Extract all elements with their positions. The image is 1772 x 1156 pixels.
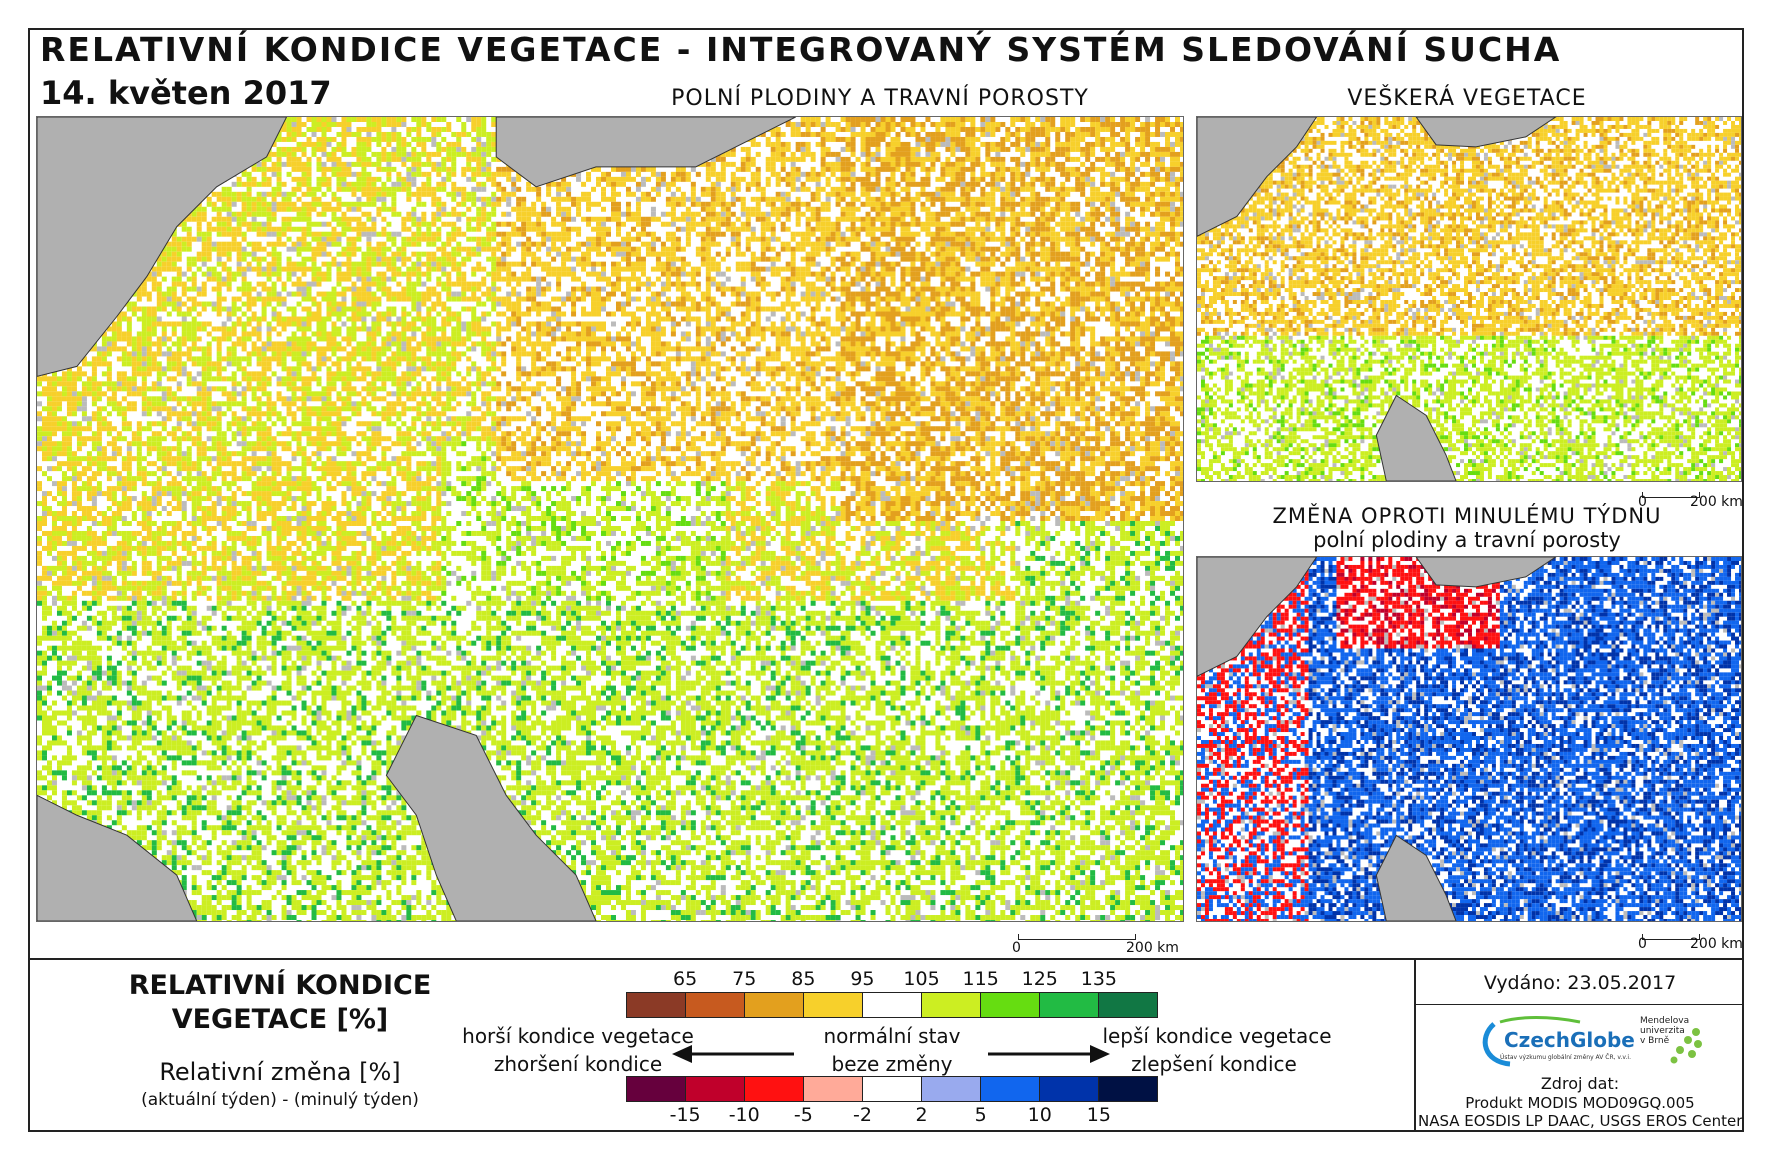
change-tick: -15 xyxy=(670,1104,701,1126)
change-tick-labels: -15 -10 -5 -2 2 5 10 15 xyxy=(626,1104,1158,1128)
change-tick: 15 xyxy=(1087,1104,1111,1126)
main-map-canvas xyxy=(37,117,1183,921)
page-title: RELATIVNÍ KONDICE VEGETACE - INTEGROVANÝ… xyxy=(40,30,1561,69)
all-vegetation-scale: 0 200 km xyxy=(1636,488,1746,510)
improvement-label: zlepšení kondice xyxy=(1114,1052,1314,1076)
scale-end: 200 km xyxy=(1690,494,1743,510)
condition-tick: 95 xyxy=(850,968,874,990)
change-tick: -2 xyxy=(853,1104,872,1126)
czechglobe-logo-subtext: Ústav výzkumu globální změny AV ČR, v.v.… xyxy=(1500,1054,1631,1061)
scale-end: 200 km xyxy=(1126,940,1179,956)
change-map-subtitle: polní plodiny a travní porosty xyxy=(1196,528,1738,552)
change-map-scale: 0 200 km xyxy=(1636,930,1746,952)
change-swatch xyxy=(627,1077,686,1101)
mendel-logo-text: Mendelova univerzita v Brně xyxy=(1640,1016,1689,1046)
change-swatch xyxy=(981,1077,1040,1101)
condition-swatch xyxy=(1040,993,1099,1017)
condition-swatch xyxy=(804,993,863,1017)
source-product: Produkt MODIS MOD09GQ.005 xyxy=(1418,1094,1742,1112)
main-map-scale: 0 200 km xyxy=(1008,930,1188,956)
condition-tick: 125 xyxy=(1022,968,1058,990)
change-legend-subtitle: (aktuální týden) - (minulý týden) xyxy=(100,1090,460,1110)
condition-swatch xyxy=(745,993,804,1017)
change-swatch xyxy=(922,1077,981,1101)
change-legend-title: Relativní změna [%] xyxy=(100,1058,460,1086)
no-change-label: beze změny xyxy=(792,1052,992,1076)
change-tick: 5 xyxy=(975,1104,987,1126)
better-condition-label: lepší kondice vegetace xyxy=(1100,1024,1334,1048)
change-swatch xyxy=(863,1077,922,1101)
condition-swatch xyxy=(981,993,1040,1017)
change-tick: 2 xyxy=(916,1104,928,1126)
worse-condition-label: horší kondice vegetace xyxy=(462,1024,694,1048)
czechglobe-logo-text: CzechGlobe xyxy=(1504,1028,1635,1052)
mendel-dots-icon xyxy=(1670,1028,1702,1064)
condition-color-scale xyxy=(626,992,1158,1018)
change-color-scale xyxy=(626,1076,1158,1102)
report-date: 14. květen 2017 xyxy=(40,74,332,112)
condition-tick: 85 xyxy=(791,968,815,990)
main-map-title: POLNÍ PLODINY A TRAVNÍ POROSTY xyxy=(620,86,1140,111)
scale-end: 200 km xyxy=(1690,936,1743,952)
legend-divider xyxy=(28,958,1744,960)
change-map-title: ZMĚNA OPROTI MINULÉMU TÝDNU xyxy=(1196,504,1738,528)
all-vegetation-title: VEŠKERÁ VEGETACE xyxy=(1196,86,1738,111)
scale-zero: 0 xyxy=(1638,494,1647,510)
info-divider-horizontal xyxy=(1414,1004,1744,1005)
condition-tick: 75 xyxy=(732,968,756,990)
info-divider xyxy=(1414,958,1416,1132)
condition-tick-labels: 65 75 85 95 105 115 125 135 xyxy=(626,968,1158,992)
change-swatch xyxy=(1040,1077,1099,1101)
change-swatch xyxy=(686,1077,745,1101)
main-condition-map[interactable] xyxy=(36,116,1184,922)
right-arrow-icon xyxy=(988,1045,1110,1063)
condition-swatch xyxy=(686,993,745,1017)
mendel-university-logo: Mendelova univerzita v Brně xyxy=(1640,1016,1704,1070)
condition-swatch xyxy=(863,993,922,1017)
scale-zero: 0 xyxy=(1012,940,1021,956)
change-tick: 10 xyxy=(1028,1104,1052,1126)
condition-tick: 135 xyxy=(1081,968,1117,990)
czechglobe-logo: CzechGlobe Ústav výzkumu globální změny … xyxy=(1480,1014,1635,1070)
scale-zero: 0 xyxy=(1638,936,1647,952)
legend-title-line2: VEGETACE [%] xyxy=(100,1004,460,1035)
condition-tick: 65 xyxy=(673,968,697,990)
change-swatch xyxy=(804,1077,863,1101)
weekly-change-map[interactable] xyxy=(1196,556,1742,922)
change-tick: -5 xyxy=(794,1104,813,1126)
map-frame xyxy=(28,28,1744,1132)
normal-state-label: normální stav xyxy=(792,1024,992,1048)
condition-swatch xyxy=(627,993,686,1017)
left-arrow-icon xyxy=(672,1045,794,1063)
source-provider: NASA EOSDIS LP DAAC, USGS EROS Center xyxy=(1418,1112,1742,1130)
change-swatch xyxy=(745,1077,804,1101)
all-vegetation-canvas xyxy=(1197,117,1741,481)
condition-swatch xyxy=(1099,993,1157,1017)
condition-tick: 115 xyxy=(963,968,999,990)
change-tick: -10 xyxy=(729,1104,760,1126)
legend-title-line1: RELATIVNÍ KONDICE xyxy=(100,970,460,1001)
czechglobe-swoosh-icon xyxy=(1482,1016,1581,1067)
source-label: Zdroj dat: xyxy=(1418,1074,1742,1093)
condition-swatch xyxy=(922,993,981,1017)
all-vegetation-map[interactable] xyxy=(1196,116,1742,482)
issued-date: Vydáno: 23.05.2017 xyxy=(1418,972,1742,994)
worsening-label: zhoršení kondice xyxy=(478,1052,678,1076)
weekly-change-canvas xyxy=(1197,557,1741,921)
condition-tick: 105 xyxy=(903,968,939,990)
change-swatch xyxy=(1099,1077,1157,1101)
